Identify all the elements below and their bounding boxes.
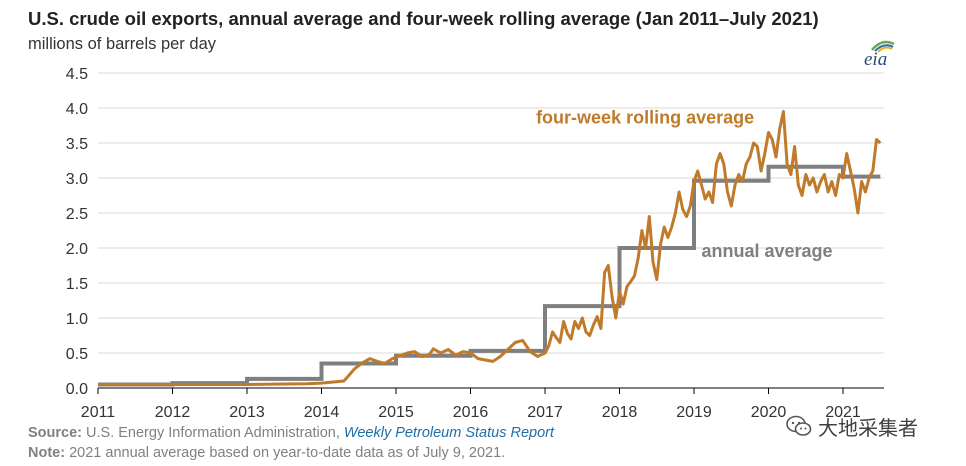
y-tick-label: 4.0: [66, 101, 88, 118]
y-tick-label: 2.0: [66, 241, 88, 258]
eia-logo-text: eia: [864, 49, 888, 70]
y-tick-label: 0.5: [66, 346, 88, 363]
source-line: Source: U.S. Energy Information Administ…: [28, 425, 554, 441]
annual-average-annotation: annual average: [701, 241, 832, 261]
x-tick-label: 2018: [602, 404, 638, 421]
y-tick-label: 1.5: [66, 276, 88, 293]
source-report-link[interactable]: Weekly Petroleum Status Report: [343, 425, 554, 441]
y-tick-label: 4.5: [66, 66, 88, 83]
source-label: Source:: [28, 425, 82, 441]
annual-average-line: [98, 164, 881, 387]
y-tick-label: 3.0: [66, 171, 88, 188]
x-tick-label: 2013: [229, 404, 265, 421]
eia-logo-icon: [871, 40, 895, 53]
y-tick-label: 2.5: [66, 206, 88, 223]
x-tick-label: 2019: [676, 404, 712, 421]
watermark: 大地采集者: [786, 412, 918, 440]
x-tick-label: 2011: [81, 404, 116, 421]
rolling-average-annotation: four-week rolling average: [536, 107, 754, 127]
source-text: U.S. Energy Information Administration,: [82, 425, 344, 441]
wechat-icon: [786, 415, 812, 436]
y-axis-unit-label: millions of barrels per day: [28, 35, 216, 53]
four-week-rolling-average-line: [98, 110, 882, 386]
watermark-text: 大地采集者: [818, 417, 918, 440]
note-line: Note: 2021 annual average based on year-…: [28, 445, 505, 461]
note-label: Note:: [28, 445, 66, 461]
x-tick-label: 2020: [751, 404, 787, 421]
x-tick-label: 2016: [453, 404, 489, 421]
x-tick-label: 2014: [304, 404, 340, 421]
y-tick-label: 0.0: [66, 381, 88, 398]
note-text: 2021 annual average based on year-to-dat…: [65, 445, 506, 461]
y-tick-label: 3.5: [66, 136, 88, 153]
x-tick-label: 2012: [155, 404, 191, 421]
x-tick-label: 2017: [527, 404, 563, 421]
y-tick-label: 1.0: [66, 311, 88, 328]
x-tick-label: 2015: [378, 404, 414, 421]
x-tick-label: 2021: [825, 404, 861, 421]
chart-title: U.S. crude oil exports, annual average a…: [28, 8, 819, 29]
